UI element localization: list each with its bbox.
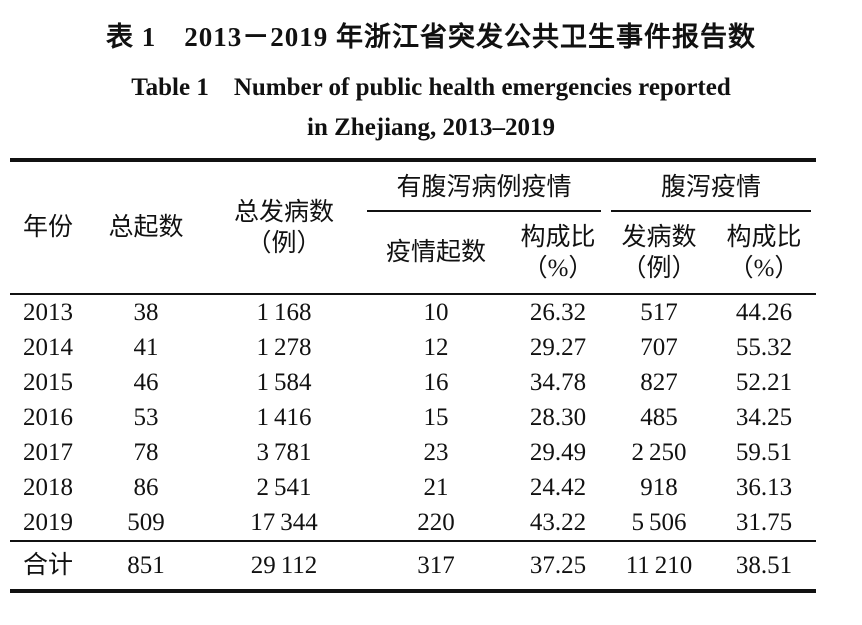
value-cell: 53 — [133, 404, 159, 431]
value-cell: 28.30 — [529, 404, 587, 431]
col-header-total-events: 总起数 — [86, 160, 206, 295]
value-cell: 918 — [640, 474, 678, 501]
value-cell: 5 506 — [606, 505, 713, 542]
col-header-proportion-2-line2: （%） — [728, 254, 800, 282]
year-cell: 2013 — [23, 299, 73, 326]
value-cell: 1 416 — [256, 404, 312, 431]
value-cell: 1 168 — [256, 299, 312, 326]
value-cell: 2 541 — [256, 474, 312, 501]
value-cell: 15 — [423, 404, 449, 431]
value-cell: 3 781 — [256, 439, 312, 466]
value-cell: 36.13 — [735, 474, 793, 501]
total-value-cell: 317 — [417, 552, 455, 579]
table-title-chinese: 表 1 2013－2019 年浙江省突发公共卫生事件报告数 — [106, 22, 756, 52]
header-row-subcolumns: 疫情起数 构成比 （%） 发病数 （例） 构成比 （%） — [10, 212, 817, 295]
value-cell: 10 — [423, 299, 449, 326]
header-row-groups: 年份 总起数 总发病数 （例） 有腹泻病例疫情 腹泻疫情 — [10, 160, 816, 295]
value-cell: 509 — [86, 505, 206, 542]
table-row: 2016 53 1 416 15 28.30 485 34.25 — [10, 400, 816, 435]
value-cell: 34.78 — [529, 369, 587, 396]
year-cell: 2015 — [23, 369, 73, 396]
value-cell: 55.32 — [735, 334, 793, 361]
table-row: 2013 38 1 168 10 26.32 517 44.26 — [10, 294, 816, 330]
table-header: 年份 总起数 总发病数 （例） 有腹泻病例疫情 腹泻疫情 疫情起数 构成比 （%… — [10, 160, 817, 295]
value-cell: 44.26 — [735, 299, 793, 326]
value-cell: 1 278 — [256, 334, 312, 361]
col-header-total-cases-line2: （例） — [246, 229, 322, 257]
total-row: 合计 851 29 112 317 37.25 11 210 38.51 — [10, 541, 816, 591]
total-value-cell: 851 — [127, 552, 165, 579]
value-cell: 78 — [133, 439, 159, 466]
year-cell: 2018 — [23, 474, 73, 501]
value-cell: 86 — [133, 474, 159, 501]
value-cell: 12 — [423, 334, 449, 361]
table-row: 2019 509 17 344 220 43.22 5 506 31.75 — [10, 505, 817, 542]
col-header-diarrhea-cases: 发病数 （例） — [606, 212, 713, 295]
table-title-english-line1: Table 1 Number of public health emergenc… — [131, 74, 731, 101]
data-table: 年份 总起数 总发病数 （例） 有腹泻病例疫情 腹泻疫情 疫情起数 构成比 （%… — [10, 158, 817, 593]
value-cell: 29.27 — [529, 334, 587, 361]
table-row: 2018 86 2 541 21 24.42 918 36.13 — [10, 470, 816, 505]
value-cell: 23 — [423, 439, 449, 466]
total-value-cell: 37.25 — [529, 552, 587, 579]
value-cell: 31.75 — [712, 505, 817, 542]
value-cell: 485 — [640, 404, 678, 431]
value-cell: 21 — [423, 474, 449, 501]
value-cell: 517 — [640, 299, 678, 326]
col-header-total-cases-line1: 总发病数 — [233, 198, 334, 226]
value-cell: 16 — [423, 369, 449, 396]
table-title-english-line2: in Zhejiang, 2013–2019 — [307, 114, 555, 141]
col-header-proportion-1-line1: 构成比 — [520, 223, 596, 251]
total-value-cell: 38.51 — [735, 552, 793, 579]
table-row: 2017 78 3 781 23 29.49 2 250 59.51 — [10, 435, 816, 470]
total-label-cell: 合计 — [22, 552, 73, 579]
col-header-total-cases: 总发病数 （例） — [206, 160, 362, 295]
value-cell: 29.49 — [529, 439, 587, 466]
year-cell: 2019 — [10, 505, 86, 542]
value-cell: 41 — [133, 334, 159, 361]
col-header-year: 年份 — [10, 160, 86, 295]
value-cell: 26.32 — [529, 299, 587, 326]
total-value-cell: 11 210 — [625, 552, 693, 579]
col-header-diarrhea-cases-line2: （例） — [621, 254, 697, 282]
value-cell: 59.51 — [735, 439, 793, 466]
year-cell: 2016 — [23, 404, 73, 431]
table-row: 2015 46 1 584 16 34.78 827 52.21 — [10, 365, 816, 400]
total-value-cell: 29 112 — [250, 552, 318, 579]
value-cell: 17 344 — [206, 505, 362, 542]
col-header-proportion-1: 构成比 （%） — [510, 212, 607, 295]
value-cell: 1 584 — [256, 369, 312, 396]
col-header-proportion-2-line1: 构成比 — [726, 223, 802, 251]
value-cell: 2 250 — [631, 439, 687, 466]
year-cell: 2017 — [23, 439, 73, 466]
value-cell: 46 — [133, 369, 159, 396]
value-cell: 34.25 — [735, 404, 793, 431]
col-header-diarrhea-cases-line1: 发病数 — [621, 223, 697, 251]
value-cell: 827 — [640, 369, 678, 396]
value-cell: 24.42 — [529, 474, 587, 501]
col-header-proportion-2: 构成比 （%） — [712, 212, 817, 295]
value-cell: 220 — [362, 505, 510, 542]
year-cell: 2014 — [23, 334, 73, 361]
value-cell: 38 — [133, 299, 159, 326]
col-header-proportion-1-line2: （%） — [522, 254, 594, 282]
col-header-epidemic-count: 疫情起数 — [362, 212, 510, 295]
table-body: 2013 38 1 168 10 26.32 517 44.26 2014 41 1 278 12 2… — [10, 294, 817, 542]
col-group-diarrhea-epidemics: 腹泻疫情 — [606, 160, 816, 212]
value-cell: 707 — [640, 334, 678, 361]
table-row: 2014 41 1 278 12 29.27 707 55.32 — [10, 330, 816, 365]
table-total-section: 合计 851 29 112 317 37.25 11 210 38.51 — [10, 541, 816, 591]
col-group-epidemics-with-diarrhea-cases: 有腹泻病例疫情 — [362, 160, 606, 212]
value-cell: 43.22 — [510, 505, 607, 542]
value-cell: 52.21 — [735, 369, 793, 396]
